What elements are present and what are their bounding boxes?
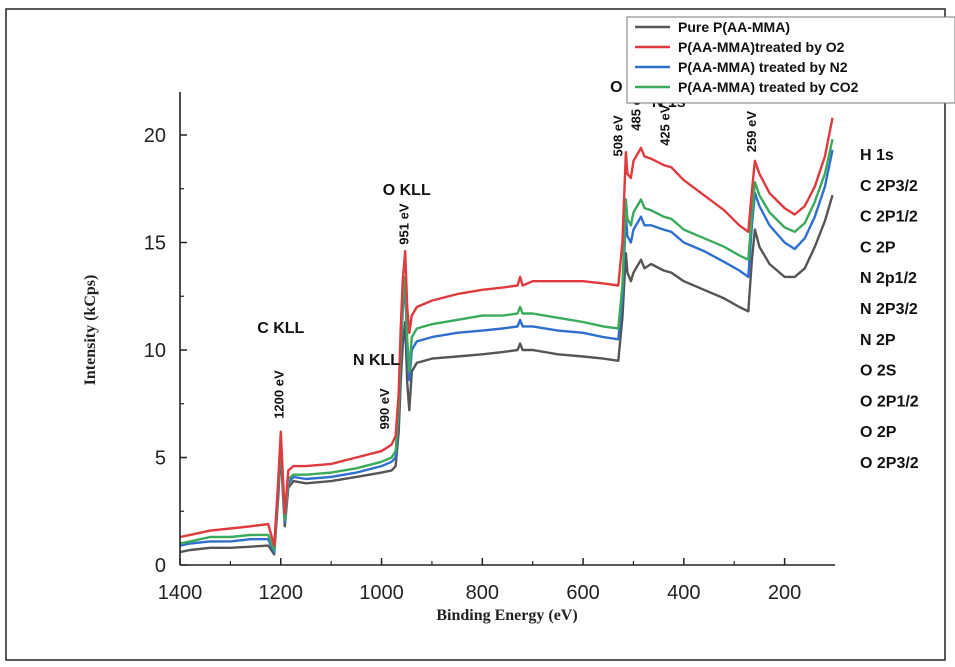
x-tick-label: 400 — [667, 582, 700, 604]
x-tick-label: 800 — [466, 582, 499, 604]
x-tick-label: 1200 — [259, 582, 304, 604]
orbital-label: C 2P3/2 — [860, 178, 918, 195]
peak-energy-label: 259 eV — [744, 111, 759, 153]
peak-energy-label: 951 eV — [397, 203, 412, 245]
x-tick-label: 200 — [768, 582, 801, 604]
orbital-label: C 2P1/2 — [860, 209, 918, 226]
orbital-label: O 2S — [860, 363, 897, 380]
orbital-label: H 1s — [860, 147, 894, 164]
orbital-label: N 2p1/2 — [860, 270, 917, 287]
legend-items: Pure P(AA-MMA) P(AA-MMA)treated by O2 P(AA… — [635, 19, 859, 95]
legend: Pure P(AA-MMA) P(AA-MMA)treated by O2 P(AA… — [626, 16, 955, 104]
orbital-label: C 2P — [860, 239, 896, 256]
orbital-label: N 2P — [860, 332, 896, 349]
orbital-label: O 2P3/2 — [860, 455, 919, 472]
y-tick-label: 20 — [144, 125, 166, 147]
orbital-label-list: H 1s C 2P3/2 C 2P1/2 C 2P N 2p1/2 N 2P3/2 N 2P… — [860, 147, 919, 472]
x-ticks: 1400 1200 1000 800 600 400 200 — [158, 558, 801, 604]
peak-region-label: N KLL — [353, 352, 400, 369]
y-axis-label: Intensity (kCps) — [82, 275, 99, 386]
x-tick-label: 1000 — [359, 582, 404, 604]
legend-label: P(AA-MMA) treated by CO2 — [678, 79, 859, 95]
y-tick-label: 15 — [144, 233, 166, 255]
x-tick-label: 600 — [566, 582, 599, 604]
orbital-label: O 2P — [860, 424, 897, 441]
y-tick-label: 5 — [155, 448, 166, 470]
series-line-2 — [179, 117, 834, 547]
figure-border — [5, 8, 946, 661]
orbital-label: N 2P3/2 — [860, 301, 918, 318]
peak-region-label: O KLL — [383, 182, 431, 199]
peak-energy-label: 508 eV — [610, 115, 625, 157]
x-axis-label: Binding Energy (eV) — [436, 607, 577, 624]
peak-region-label: C KLL — [257, 320, 304, 337]
legend-label: Pure P(AA-MMA) — [678, 19, 790, 35]
orbital-label: O 2P1/2 — [860, 393, 919, 410]
axes — [179, 92, 835, 566]
series-group — [179, 117, 834, 556]
peak-energy-label: 425 eV — [658, 104, 673, 146]
x-tick-label: 1400 — [158, 582, 203, 604]
legend-box — [626, 16, 955, 104]
peak-energy-label: 1200 eV — [271, 370, 286, 419]
legend-label: P(AA-MMA) treated by N2 — [678, 59, 848, 75]
y-tick-label: 10 — [144, 340, 166, 362]
legend-label: P(AA-MMA)treated by O2 — [678, 39, 845, 55]
y-tick-label: 0 — [155, 555, 166, 577]
peak-energy-label: 990 eV — [377, 388, 392, 430]
y-ticks: 0 5 10 15 20 — [144, 125, 187, 577]
